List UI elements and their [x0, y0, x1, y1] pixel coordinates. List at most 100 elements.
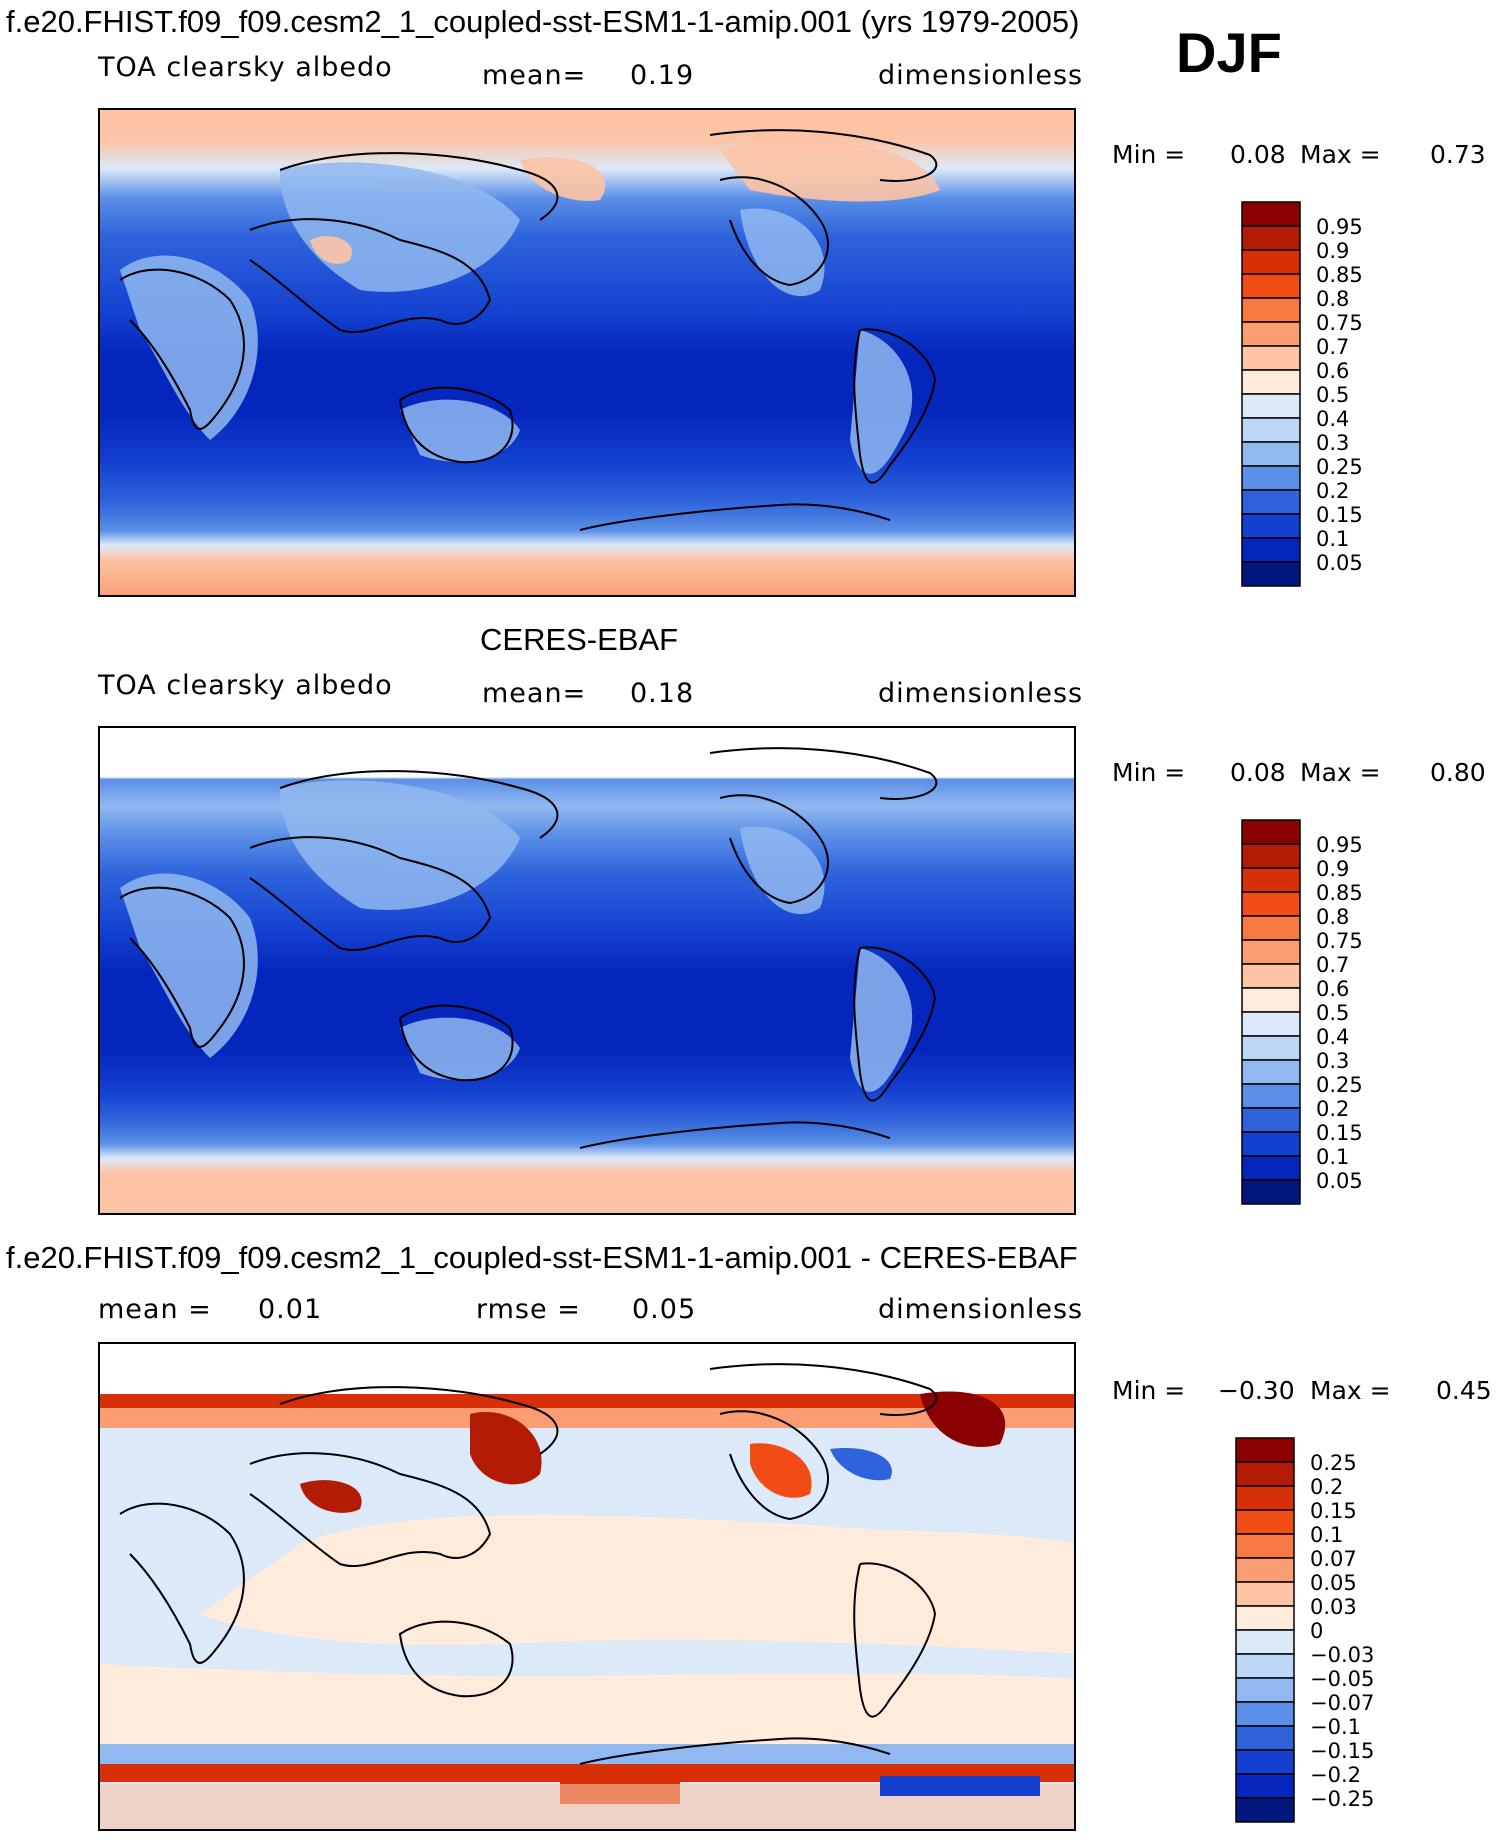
- colorbar-tick-label: 0.3: [1316, 1049, 1349, 1073]
- panel1-max-value: 0.73: [1430, 140, 1486, 169]
- panel1-mean-value: 0.19: [630, 60, 695, 91]
- colorbar-tick-label: 0.15: [1316, 1121, 1363, 1145]
- panel3-map: [98, 1342, 1076, 1831]
- colorbar-tick-label: −0.1: [1310, 1715, 1361, 1739]
- colorbar-tick-label: 0.1: [1316, 1145, 1349, 1169]
- colorbar-tick-label: 0.25: [1316, 455, 1363, 479]
- panel3-mean-label: mean =: [98, 1294, 212, 1325]
- colorbar-swatch: [1241, 1011, 1301, 1037]
- colorbar-swatch: [1235, 1725, 1295, 1751]
- panel2-colorbar: 0.95 0.9 0.85 0.8 0.75 0.7 0.6 0.5 0.4 0.3 0.25 0.2…: [1240, 819, 1440, 1210]
- panel3-colorbar: 0.25 0.2 0.15 0.1 0.07 0.05 0.03 0 −0.03 −0.05 −0.…: [1234, 1437, 1434, 1828]
- colorbar-swatch: [1235, 1605, 1295, 1631]
- season-label: DJF: [1176, 21, 1282, 84]
- colorbar-tick-label: 0.8: [1316, 287, 1349, 311]
- colorbar-tick-label: 0.1: [1316, 527, 1349, 551]
- panel3-coastlines: [119, 1363, 938, 1765]
- colorbar-tick-label: 0.2: [1310, 1475, 1343, 1499]
- panel2-mean-value: 0.18: [630, 678, 695, 709]
- colorbar-swatch: [1235, 1557, 1295, 1583]
- colorbar-swatch: [1235, 1581, 1295, 1607]
- colorbar-swatch: [1241, 441, 1301, 467]
- colorbar-tick-label: 0.85: [1316, 881, 1363, 905]
- colorbar-swatch: [1241, 1179, 1301, 1205]
- panel1-snow-shading: [310, 140, 940, 264]
- colorbar-swatch: [1241, 843, 1301, 869]
- colorbar-tick-label: 0.95: [1316, 215, 1363, 239]
- colorbar-tick-label: 0.05: [1310, 1571, 1357, 1595]
- panel3-min-value: −0.30: [1218, 1376, 1295, 1405]
- colorbar-tick-label: 0.3: [1316, 431, 1349, 455]
- panel2-map-svg: [100, 728, 1074, 1213]
- colorbar-swatch: [1241, 201, 1301, 227]
- colorbar-swatch: [1241, 963, 1301, 989]
- colorbar-swatch: [1241, 891, 1301, 917]
- panel1-colorbar: 0.95 0.9 0.85 0.8 0.75 0.7 0.6 0.5 0.4 0.3 0.25 0.2…: [1240, 201, 1440, 592]
- colorbar-tick-label: 0.5: [1316, 1001, 1349, 1025]
- colorbar-tick-label: 0.07: [1310, 1547, 1357, 1571]
- colorbar-tick-label: −0.25: [1310, 1787, 1374, 1811]
- colorbar-swatch: [1241, 225, 1301, 251]
- colorbar-tick-label: −0.07: [1310, 1691, 1374, 1715]
- colorbar-tick-label: 0.25: [1316, 1073, 1363, 1097]
- colorbar-swatch: [1241, 1083, 1301, 1109]
- panel2-title: CERES-EBAF: [480, 622, 679, 657]
- panel3-max-value: 0.45: [1436, 1376, 1492, 1405]
- colorbar-swatch: [1241, 915, 1301, 941]
- colorbar-swatch: [1235, 1749, 1295, 1775]
- panel2-max-value: 0.80: [1430, 758, 1486, 787]
- panel2-min-value: 0.08: [1230, 758, 1286, 787]
- colorbar-swatch: [1235, 1437, 1295, 1463]
- colorbar-tick-label: 0.95: [1316, 833, 1363, 857]
- colorbar-tick-label: 0: [1310, 1619, 1323, 1643]
- colorbar-tick-label: 0.9: [1316, 857, 1349, 881]
- colorbar-swatch: [1241, 345, 1301, 371]
- panel2-max-label: Max =: [1300, 758, 1381, 787]
- colorbar-swatch: [1235, 1677, 1295, 1703]
- colorbar-swatch: [1241, 417, 1301, 443]
- panel1-field-label: TOA clearsky albedo: [98, 52, 393, 83]
- panel2-map: [98, 726, 1076, 1215]
- colorbar-tick-label: 0.5: [1316, 383, 1349, 407]
- colorbar-swatch: [1241, 393, 1301, 419]
- panel3-negative-anomalies: [100, 1448, 1074, 1796]
- colorbar-tick-label: −0.2: [1310, 1763, 1361, 1787]
- colorbar-swatch: [1235, 1509, 1295, 1535]
- colorbar-swatch: [1235, 1461, 1295, 1487]
- colorbar-tick-label: 0.2: [1316, 479, 1349, 503]
- colorbar-tick-label: 0.7: [1316, 953, 1349, 977]
- colorbar-tick-label: 0.75: [1316, 311, 1363, 335]
- panel2-coastlines: [119, 747, 938, 1149]
- colorbar-swatch: [1241, 987, 1301, 1013]
- colorbar-swatch: [1241, 1107, 1301, 1133]
- colorbar-swatch: [1235, 1653, 1295, 1679]
- colorbar-tick-label: 0.05: [1316, 1169, 1363, 1193]
- colorbar-swatch: [1241, 537, 1301, 563]
- colorbar-swatch: [1241, 489, 1301, 515]
- panel1-min-label: Min =: [1112, 140, 1186, 169]
- panel3-map-svg: [100, 1344, 1074, 1829]
- panel3-units: dimensionless: [878, 1294, 1084, 1325]
- colorbar-tick-label: 0.4: [1316, 1025, 1349, 1049]
- colorbar-tick-label: 0.03: [1310, 1595, 1357, 1619]
- colorbar-tick-label: −0.03: [1310, 1643, 1374, 1667]
- colorbar-tick-label: 0.6: [1316, 977, 1349, 1001]
- panel1-map: [98, 108, 1076, 597]
- colorbar-swatch: [1241, 273, 1301, 299]
- panel1-max-label: Max =: [1300, 140, 1381, 169]
- panel2-mean-label: mean=: [482, 678, 587, 709]
- panel2-min-label: Min =: [1112, 758, 1186, 787]
- panel2-units: dimensionless: [878, 678, 1084, 709]
- colorbar-swatch: [1241, 561, 1301, 587]
- colorbar-tick-label: 0.6: [1316, 359, 1349, 383]
- colorbar-swatch: [1235, 1797, 1295, 1823]
- panel1-title: f.e20.FHIST.f09_f09.cesm2_1_coupled-sst-…: [6, 4, 1080, 39]
- colorbar-tick-label: −0.15: [1310, 1739, 1374, 1763]
- panel3-mean-value: 0.01: [258, 1294, 323, 1325]
- panel1-units: dimensionless: [878, 60, 1084, 91]
- panel3-rmse-value: 0.05: [632, 1294, 697, 1325]
- colorbar-tick-label: 0.75: [1316, 929, 1363, 953]
- colorbar-swatch: [1241, 297, 1301, 323]
- panel3-rmse-label: rmse =: [476, 1294, 581, 1325]
- colorbar-tick-label: 0.25: [1310, 1451, 1357, 1475]
